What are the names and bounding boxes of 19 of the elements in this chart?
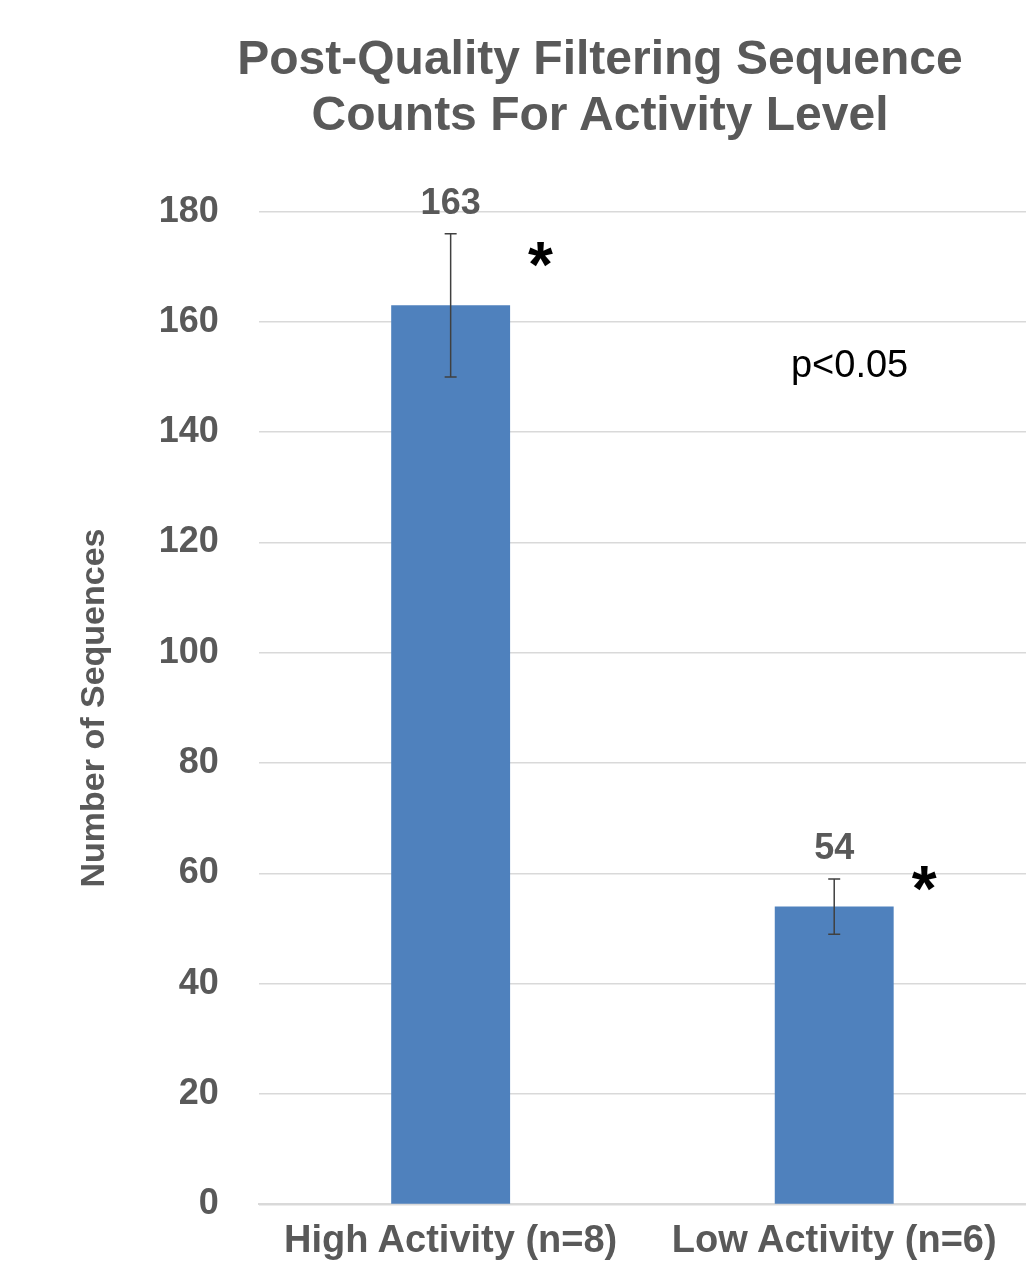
x-tick-label: Low Activity (n=6)	[671, 1217, 997, 1260]
y-tick-label: 180	[158, 188, 219, 230]
data-label: 163	[420, 180, 481, 222]
chart-title: Post-Quality Filtering Sequence Counts For Activity Level	[236, 30, 964, 142]
y-tick-label: 120	[158, 519, 219, 561]
data-label: 54	[814, 825, 855, 867]
x-tick-label: High Activity (n=8)	[284, 1217, 618, 1260]
y-tick-label: 60	[178, 850, 219, 892]
y-axis-title: Number of Sequences	[72, 528, 111, 888]
y-tick-label: 0	[198, 1181, 219, 1223]
annotation: *	[911, 852, 937, 925]
y-tick-label: 140	[158, 409, 219, 451]
y-tick-label: 100	[158, 629, 219, 671]
annotation: *	[528, 229, 554, 302]
y-tick-label: 20	[178, 1071, 219, 1113]
y-tick-label: 40	[178, 960, 219, 1002]
annotation: p<0.05	[790, 343, 909, 386]
y-tick-label: 160	[158, 298, 219, 340]
y-tick-label: 80	[178, 740, 219, 782]
